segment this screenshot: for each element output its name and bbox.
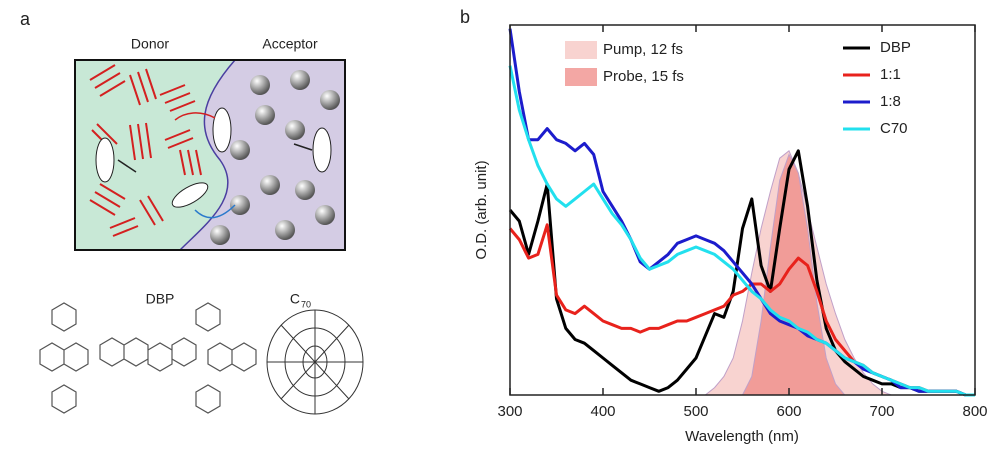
- panel-a: a Donor Acceptor DBP C 70: [20, 9, 364, 415]
- plot-frame: [509, 24, 976, 396]
- x-tick-label: 600: [776, 403, 801, 420]
- y-axis-title: O.D. (arb. unit): [473, 160, 490, 259]
- excitons: [95, 107, 332, 208]
- spectrum-band: [741, 153, 846, 396]
- c70-label: C: [290, 291, 300, 307]
- legend-label: Pump, 12 fs: [603, 41, 683, 58]
- x-tick-label: 300: [497, 403, 522, 420]
- legend-swatch: [565, 41, 597, 59]
- acceptor-region: [178, 59, 346, 251]
- legend-label: 1:1: [880, 66, 901, 83]
- donor-molecules: [89, 64, 202, 237]
- legend-label: 1:8: [880, 93, 901, 110]
- acceptor-spheres: [210, 70, 340, 245]
- donor-label: Donor: [131, 36, 169, 52]
- x-axis-title: Wavelength (nm): [685, 428, 799, 445]
- panel-label: a: [20, 9, 31, 29]
- legend-swatch: [565, 68, 597, 86]
- panel-b: b Wavelength (nm) O.D. (arb. unit): [460, 7, 799, 445]
- dbp-structure: [39, 302, 257, 414]
- series-line: [508, 28, 975, 397]
- c70-structure: [266, 309, 364, 415]
- acceptor-label: Acceptor: [262, 36, 318, 52]
- panel-label: b: [460, 7, 470, 27]
- legend-label: DBP: [880, 39, 911, 56]
- legend-label: Probe, 15 fs: [603, 68, 684, 85]
- series-line: [508, 65, 975, 397]
- arrows: [117, 112, 313, 219]
- c70-subscript: 70: [301, 299, 311, 309]
- diagram-frame: [74, 59, 346, 251]
- x-tick-label: 400: [590, 403, 615, 420]
- x-tick-label: 500: [683, 403, 708, 420]
- x-tick-label: 800: [962, 403, 987, 420]
- x-tick-label: 700: [869, 403, 894, 420]
- legend-label: C70: [880, 120, 908, 137]
- dbp-label: DBP: [146, 291, 175, 307]
